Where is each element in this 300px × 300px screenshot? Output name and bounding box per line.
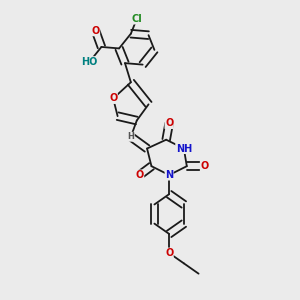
Text: N: N — [165, 170, 173, 180]
Text: NH: NH — [176, 143, 192, 154]
Text: O: O — [200, 161, 208, 171]
Text: HO: HO — [82, 57, 98, 67]
Text: O: O — [165, 118, 173, 128]
Text: O: O — [165, 248, 173, 258]
Text: O: O — [109, 94, 117, 103]
Text: O: O — [136, 170, 144, 180]
Text: Cl: Cl — [131, 14, 142, 24]
Text: O: O — [92, 26, 100, 36]
Text: H: H — [128, 132, 134, 141]
